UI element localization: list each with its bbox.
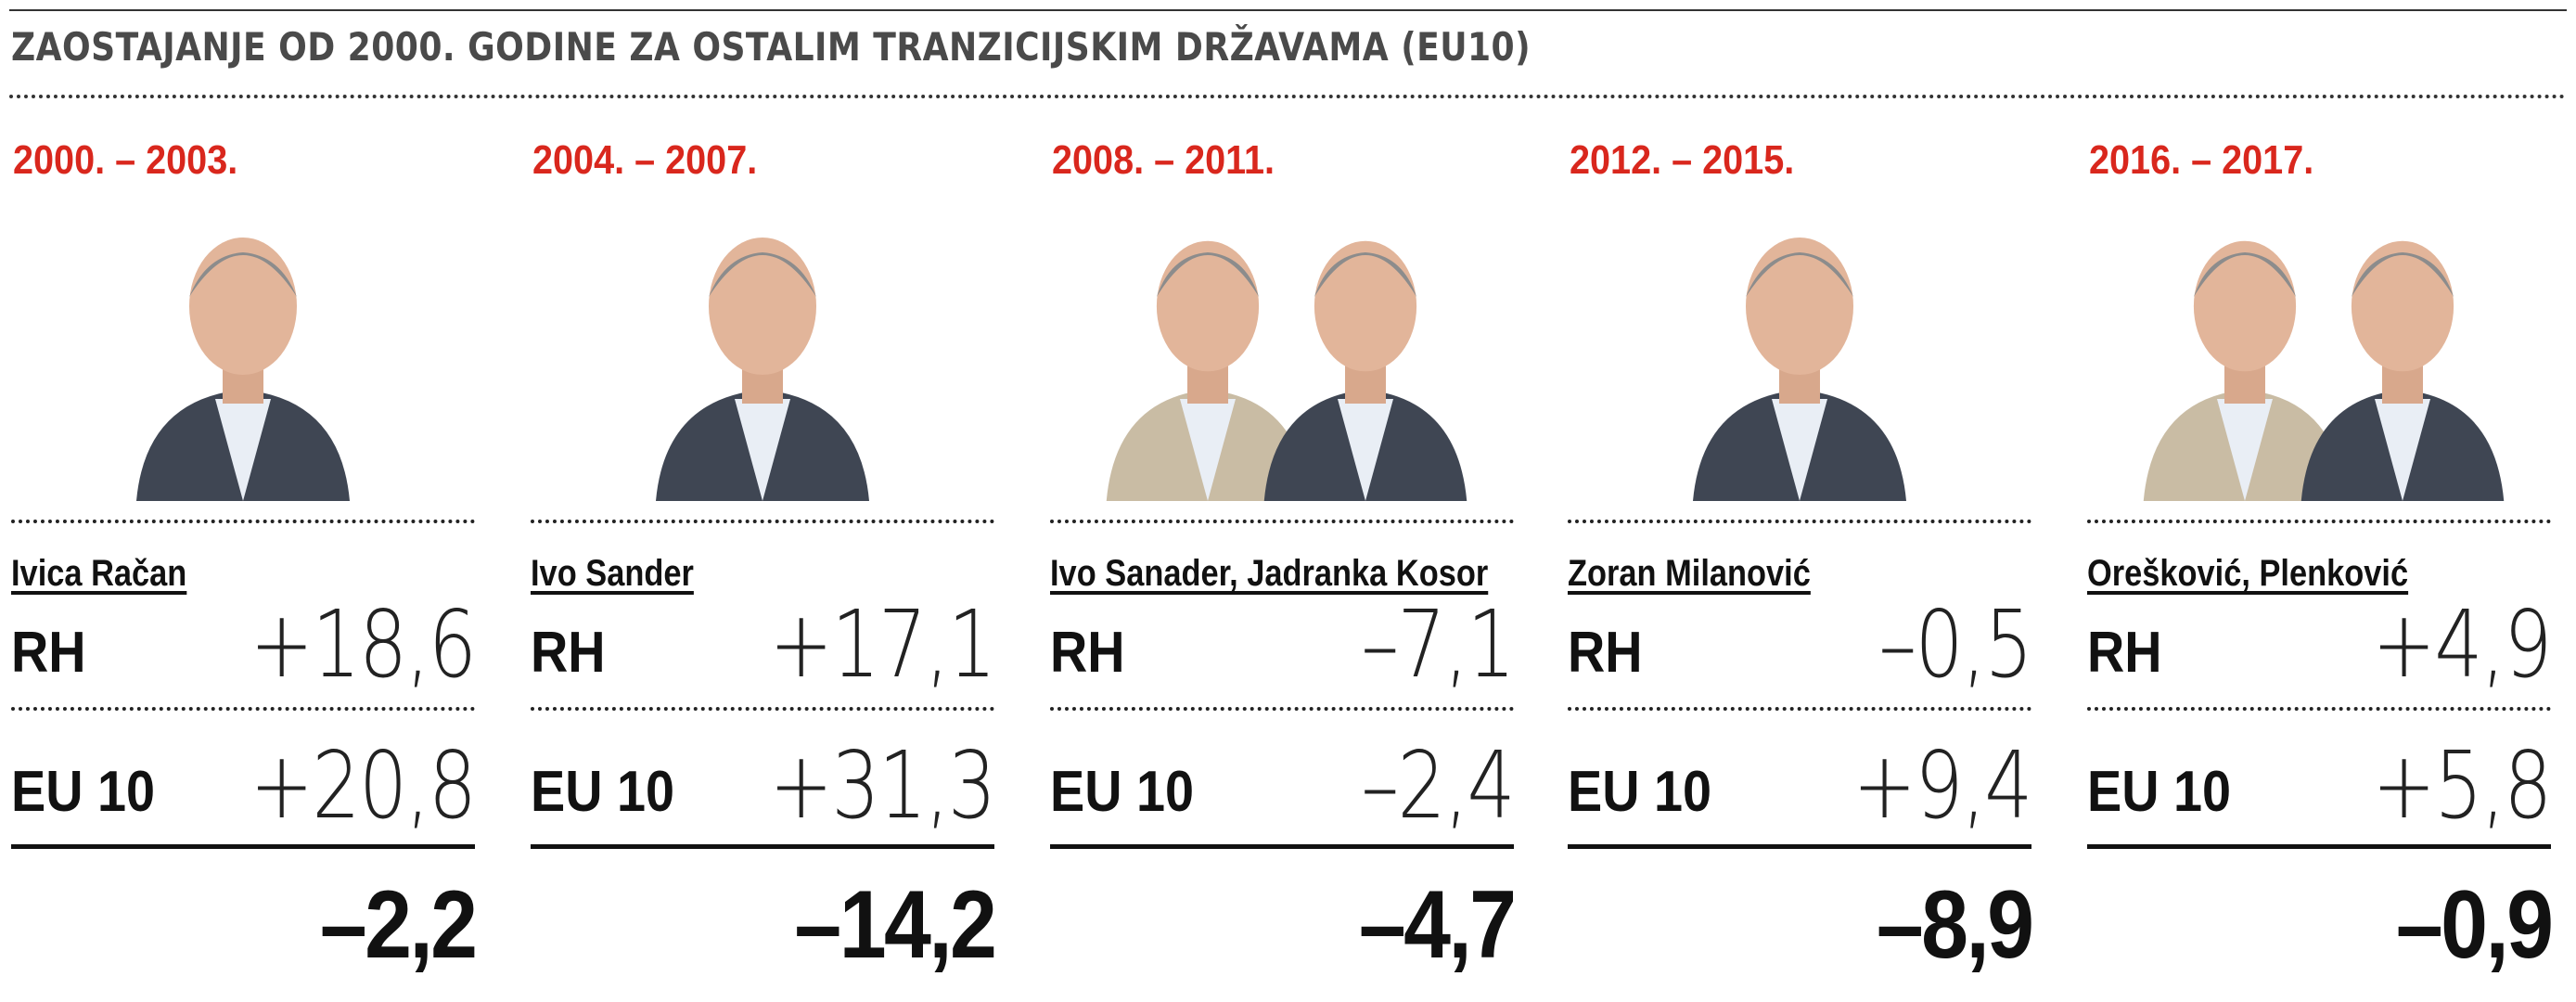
period-label: 2004. – 2007.	[532, 137, 758, 183]
row-label-eu10: EU 10	[1568, 760, 1712, 824]
leader-portrait	[531, 204, 994, 501]
period-label: 2016. – 2017.	[2089, 137, 2314, 183]
chart-title: ZAOSTAJANJE OD 2000. GODINE ZA OSTALIM T…	[11, 24, 1532, 70]
dotted-divider	[1568, 520, 2031, 523]
row-label-eu10: EU 10	[11, 760, 156, 824]
portrait-figure	[656, 238, 869, 501]
leader-portrait	[1050, 204, 1514, 501]
dotted-divider	[1050, 520, 1514, 523]
period-label: 2008. – 2011.	[1052, 137, 1275, 183]
difference-value: –0,9	[2395, 871, 2553, 979]
dotted-divider	[11, 520, 475, 523]
solid-divider	[531, 844, 994, 849]
row-label-rh: RH	[2087, 621, 2162, 685]
period-column: 2008. – 2011. Ivo Sanader, Jadranka Kosor…	[1050, 0, 1517, 1002]
eu10-value: –2,4	[1361, 731, 1515, 840]
row-label-rh: RH	[11, 621, 86, 685]
dotted-divider	[531, 707, 994, 711]
eu10-value: +31,3	[768, 731, 996, 840]
dotted-divider	[1050, 707, 1514, 711]
portrait-figure	[2143, 240, 2347, 501]
rh-value: –0,5	[1878, 590, 2032, 699]
dotted-divider	[2087, 520, 2551, 523]
period-label: 2012. – 2015.	[1570, 137, 1795, 183]
portrait-figure	[1263, 240, 1467, 501]
leader-name: Ivo Sander	[531, 553, 694, 594]
solid-divider	[2087, 844, 2551, 849]
period-column: 2012. – 2015. Zoran Milanović RH –0,5 EU 10 +…	[1568, 0, 2034, 1002]
leader-portrait	[2087, 204, 2551, 501]
portrait-figure	[2300, 240, 2505, 501]
leader-name: Ivica Račan	[11, 553, 187, 594]
difference-value: –8,9	[1876, 871, 2033, 979]
rh-value: +18,6	[249, 590, 477, 699]
eu10-value: +5,8	[2372, 731, 2552, 840]
dotted-divider	[1568, 707, 2031, 711]
row-label-rh: RH	[1568, 621, 1643, 685]
portrait-figure	[1106, 240, 1310, 501]
rh-value: +4,9	[2372, 590, 2552, 699]
period-column: 2016. – 2017. Orešković, Plenković RH +4,9 E…	[2087, 0, 2554, 1002]
portrait-figure	[1693, 238, 1906, 501]
top-rule	[9, 9, 2567, 11]
eu10-value: +20,8	[249, 731, 477, 840]
rh-value: –7,1	[1361, 590, 1515, 699]
leader-name: Zoran Milanović	[1568, 553, 1811, 594]
period-column: 2000. – 2003. Ivica Račan RH +18,6 EU 10 +20,…	[11, 0, 478, 1002]
row-label-rh: RH	[531, 621, 606, 685]
row-label-rh: RH	[1050, 621, 1125, 685]
period-label: 2000. – 2003.	[13, 137, 238, 183]
leader-name: Orešković, Plenković	[2087, 553, 2409, 594]
solid-divider	[1050, 844, 1514, 849]
dotted-divider	[2087, 707, 2551, 711]
period-column: 2004. – 2007. Ivo Sander RH +17,1 EU 10 +31,3…	[531, 0, 997, 1002]
leader-portrait	[1568, 204, 2031, 501]
solid-divider	[11, 844, 475, 849]
dotted-divider	[531, 520, 994, 523]
leader-portrait	[11, 204, 475, 501]
title-dotted-rule	[9, 95, 2567, 98]
eu10-value: +9,4	[1852, 731, 2032, 840]
portrait-figure	[136, 238, 350, 501]
row-label-eu10: EU 10	[1050, 760, 1195, 824]
row-label-eu10: EU 10	[2087, 760, 2232, 824]
dotted-divider	[11, 707, 475, 711]
solid-divider	[1568, 844, 2031, 849]
rh-value: +17,1	[768, 590, 996, 699]
leader-name: Ivo Sanader, Jadranka Kosor	[1050, 553, 1489, 594]
difference-value: –4,7	[1358, 871, 1516, 979]
difference-value: –14,2	[794, 871, 996, 979]
row-label-eu10: EU 10	[531, 760, 675, 824]
difference-value: –2,2	[319, 871, 477, 979]
